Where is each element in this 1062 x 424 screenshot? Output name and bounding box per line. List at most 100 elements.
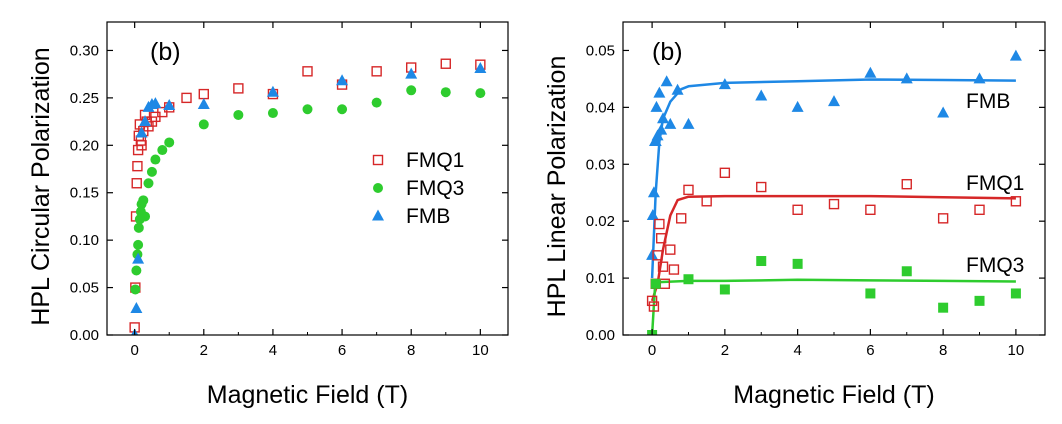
y-tick-label: 0.02 (586, 213, 615, 230)
x-tick-label: 8 (939, 342, 947, 359)
data-point-fmb (828, 95, 840, 107)
data-point-fmq3 (371, 97, 382, 108)
data-point-fmb (671, 83, 684, 95)
data-point-fmq1 (828, 198, 840, 210)
data-point-fmq3 (233, 109, 244, 120)
y-tick-label: 0.25 (70, 90, 99, 107)
data-point-fmq1 (665, 244, 676, 255)
data-point-fmq3 (683, 274, 694, 285)
data-point-fmq3 (475, 88, 486, 99)
data-point-fmq1 (676, 213, 687, 224)
data-point-fmq1 (756, 181, 767, 193)
data-point-fmq3 (130, 284, 141, 295)
data-point-fmq3 (143, 178, 154, 189)
data-point-fmq3 (133, 222, 144, 233)
data-point-fmq3 (901, 266, 912, 277)
x-tick-label: 2 (200, 342, 208, 359)
x-tick-label: 10 (472, 342, 489, 359)
data-point-fmb (900, 72, 913, 84)
data-point-fmb (653, 86, 666, 98)
legend-marker-fmb (372, 209, 384, 221)
data-point-fmq1 (683, 184, 694, 196)
data-point-fmq1 (181, 92, 192, 104)
data-point-fmb (649, 135, 662, 147)
data-point-fmq3 (756, 256, 767, 267)
panel-label: (b) (652, 38, 683, 66)
y-axis-title: HPL Circular Polarization (27, 47, 55, 325)
x-tick-label: 0 (648, 342, 656, 359)
data-layer (646, 49, 1022, 335)
series-label-fmq1: FMQ1 (966, 172, 1024, 195)
data-point-fmb (973, 72, 986, 84)
series-label-fmb: FMB (966, 90, 1010, 113)
y-tick-label: 0.30 (70, 42, 99, 59)
legend-label-fmb: FMB (406, 205, 450, 228)
data-point-fmq1 (974, 204, 985, 216)
fit-line-fmq3 (650, 278, 1016, 335)
legend-marker-fmq3 (373, 183, 383, 193)
y-tick-label: 0.01 (586, 270, 615, 287)
data-point-fmb (646, 208, 659, 220)
data-point-fmq1 (655, 233, 667, 244)
data-point-fmb (266, 85, 279, 97)
data-point-fmq3 (406, 85, 417, 96)
data-point-fmq1 (865, 204, 876, 216)
data-point-fmq3 (157, 145, 168, 156)
x-tick-label: 0 (130, 342, 138, 359)
x-tick-label: 6 (866, 342, 874, 359)
y-tick-label: 0.20 (70, 137, 99, 154)
data-point-fmq3 (267, 108, 278, 119)
x-tick-label: 6 (338, 342, 346, 359)
data-point-fmb (657, 112, 670, 124)
data-point-fmq1 (901, 178, 912, 190)
data-point-fmb (149, 97, 162, 109)
data-point-fmq1 (136, 140, 147, 151)
linear-polarization-panel: 0 2 4 6 8 10 0.00 0.01 0.02 0.03 0.04 0.05 Magnetic … (543, 21, 1046, 409)
data-point-fmq1 (937, 213, 949, 224)
data-point-fmb (139, 115, 152, 127)
y-tick-label: 0.00 (586, 327, 615, 344)
data-point-fmq3 (133, 239, 144, 250)
data-point-fmb (682, 117, 695, 129)
data-point-fmb (755, 89, 768, 101)
x-tick-label: 4 (269, 342, 277, 359)
x-tick-label: 10 (1008, 342, 1025, 359)
data-point-fmq3 (865, 288, 876, 299)
data-point-fmb (336, 74, 349, 86)
data-point-fmq3 (337, 104, 348, 115)
data-point-fmq1 (646, 295, 658, 307)
data-point-fmb (405, 67, 418, 79)
y-tick-label: 0.05 (70, 280, 99, 297)
data-point-fmq1 (233, 83, 244, 94)
y-axis-title: HPL Linear Polarization (543, 56, 571, 318)
x-tick-label: 2 (721, 342, 729, 359)
y-tick-label: 0.05 (586, 42, 615, 59)
data-point-fmb (197, 98, 210, 110)
data-point-fmb (163, 98, 176, 110)
data-point-fmq3 (131, 265, 142, 276)
data-point-fmq3 (302, 104, 313, 115)
data-point-fmb (474, 61, 487, 73)
data-point-fmb (791, 100, 804, 112)
panel-label: (b) (150, 38, 181, 66)
data-point-fmq1 (652, 250, 663, 261)
data-point-fmq3 (140, 211, 151, 222)
data-point-fmq3 (138, 195, 149, 206)
data-point-fmq1 (648, 301, 660, 312)
data-point-fmq1 (198, 88, 209, 100)
data-point-fmq3 (650, 278, 661, 289)
data-point-fmb (650, 100, 663, 112)
y-tick-label: 0.15 (70, 185, 99, 202)
legend-label-fmq3: FMQ3 (406, 177, 464, 200)
data-point-fmq1 (440, 58, 451, 69)
data-point-fmq1 (657, 261, 669, 272)
data-point-fmb (130, 301, 143, 313)
data-point-fmq3 (792, 258, 803, 269)
fit-line-fmb (650, 78, 1016, 279)
data-point-fmq1 (371, 66, 382, 77)
data-point-fmb (651, 129, 664, 141)
data-point-fmq3 (974, 295, 985, 306)
data-point-fmb (864, 66, 877, 78)
data-point-fmq3 (1010, 288, 1021, 299)
